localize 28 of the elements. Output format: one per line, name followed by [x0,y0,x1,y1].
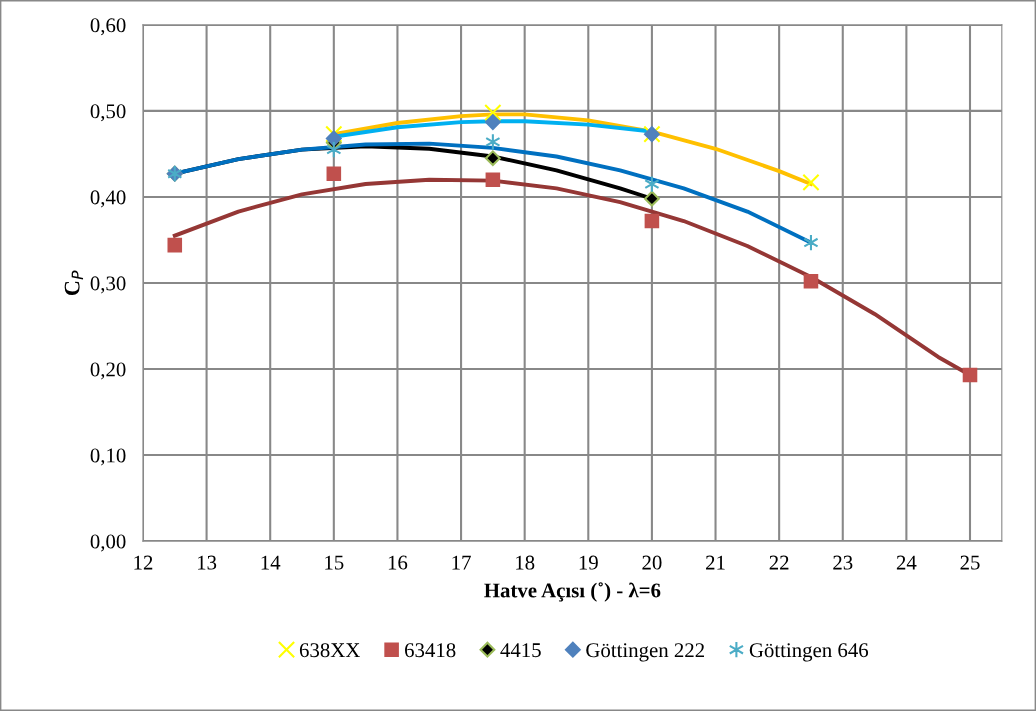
y-tick-label: 0,50 [90,104,126,122]
x-tick-label: 21 [706,555,725,570]
x-tick-label: 14 [261,555,281,570]
y-tick-label: 0,00 [90,534,126,552]
y-tick-label: 0,30 [90,276,126,294]
legend-label: 4415 [500,643,541,658]
legend-label: Göttingen 646 [749,643,869,662]
x-tick-label: 23 [833,555,853,570]
legend-label: 638XX [299,643,360,658]
x-tick-label: 12 [134,555,153,570]
y-tick-label: 0,20 [90,362,126,380]
x-tick-label: 16 [388,555,408,570]
x-tick-label: 18 [516,555,535,570]
x-tick-label: 15 [325,555,344,570]
legend-label: 63418 [405,643,456,658]
legend-label: Göttingen 222 [586,643,704,662]
y-axis-title: C$_{P}$ [64,270,84,296]
x-tick-label: 22 [769,555,789,570]
y-tick-label: 0,60 [90,18,126,36]
x-tick-label: 13 [198,555,217,570]
x-tick-label: 17 [452,555,471,570]
y-tick-label: 0,40 [90,190,126,208]
x-tick-label: 20 [642,555,662,570]
x-tick-label: 19 [579,555,598,570]
x-tick-label: 24 [896,555,917,570]
x-tick-label: 25 [960,555,980,570]
y-tick-label: 0,10 [90,448,126,466]
x-axis-title: Hatve Açısı (˚) - λ=6 [484,582,661,602]
